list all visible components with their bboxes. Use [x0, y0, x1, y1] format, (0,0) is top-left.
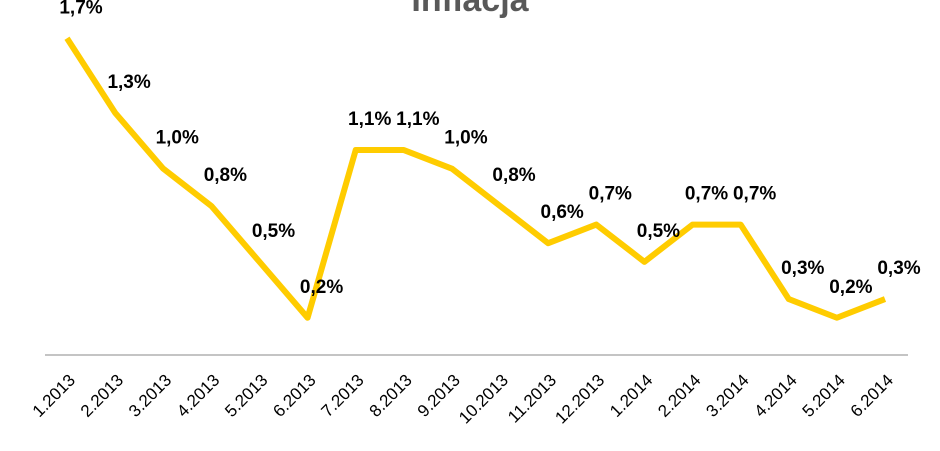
data-label: 0,7%	[589, 184, 632, 205]
x-tick-label: 5.2014	[799, 371, 849, 421]
x-tick-label: 1.2014	[606, 371, 656, 421]
data-label: 0,3%	[877, 258, 920, 279]
x-tick-label: 7.2013	[318, 371, 368, 421]
x-tick-label: 10.2013	[455, 371, 512, 428]
data-label: 0,8%	[204, 165, 247, 186]
data-label: 1,7%	[59, 0, 102, 18]
data-label: 0,5%	[252, 221, 295, 242]
line	[64, 36, 887, 321]
x-tick-label: 11.2013	[504, 371, 560, 427]
data-label: 0,8%	[492, 165, 535, 186]
data-label: 0,6%	[541, 202, 584, 223]
x-tick-label: 8.2013	[366, 371, 416, 421]
data-label: 1,3%	[107, 72, 150, 93]
data-label: 0,2%	[300, 277, 343, 298]
chart-title: Inflacja	[411, 0, 529, 19]
x-tick-label: 2.2014	[654, 371, 704, 421]
data-label: 0,7%	[733, 184, 776, 205]
data-label: 0,3%	[781, 258, 824, 279]
x-tick-label: 12.2013	[551, 371, 608, 428]
x-tick-label: 6.2013	[269, 371, 319, 421]
data-label: 0,7%	[685, 184, 728, 205]
data-label: 1,0%	[156, 128, 199, 149]
x-tick-label: 1.2013	[29, 371, 79, 421]
x-tick-label: 6.2014	[847, 371, 897, 421]
x-tick-label: 4.2013	[173, 371, 223, 421]
data-label: 0,5%	[637, 221, 680, 242]
x-tick-label: 5.2013	[221, 371, 271, 421]
x-tick-label: 3.2014	[702, 371, 752, 421]
data-label: 1,1%	[396, 109, 439, 130]
data-label: 1,0%	[444, 128, 487, 149]
x-tick-label: 3.2013	[125, 371, 175, 421]
x-tick-label: 2.2013	[77, 371, 127, 421]
data-label: 0,2%	[829, 277, 872, 298]
x-tick-label: 4.2014	[751, 371, 801, 421]
data-label: 1,1%	[348, 109, 391, 130]
